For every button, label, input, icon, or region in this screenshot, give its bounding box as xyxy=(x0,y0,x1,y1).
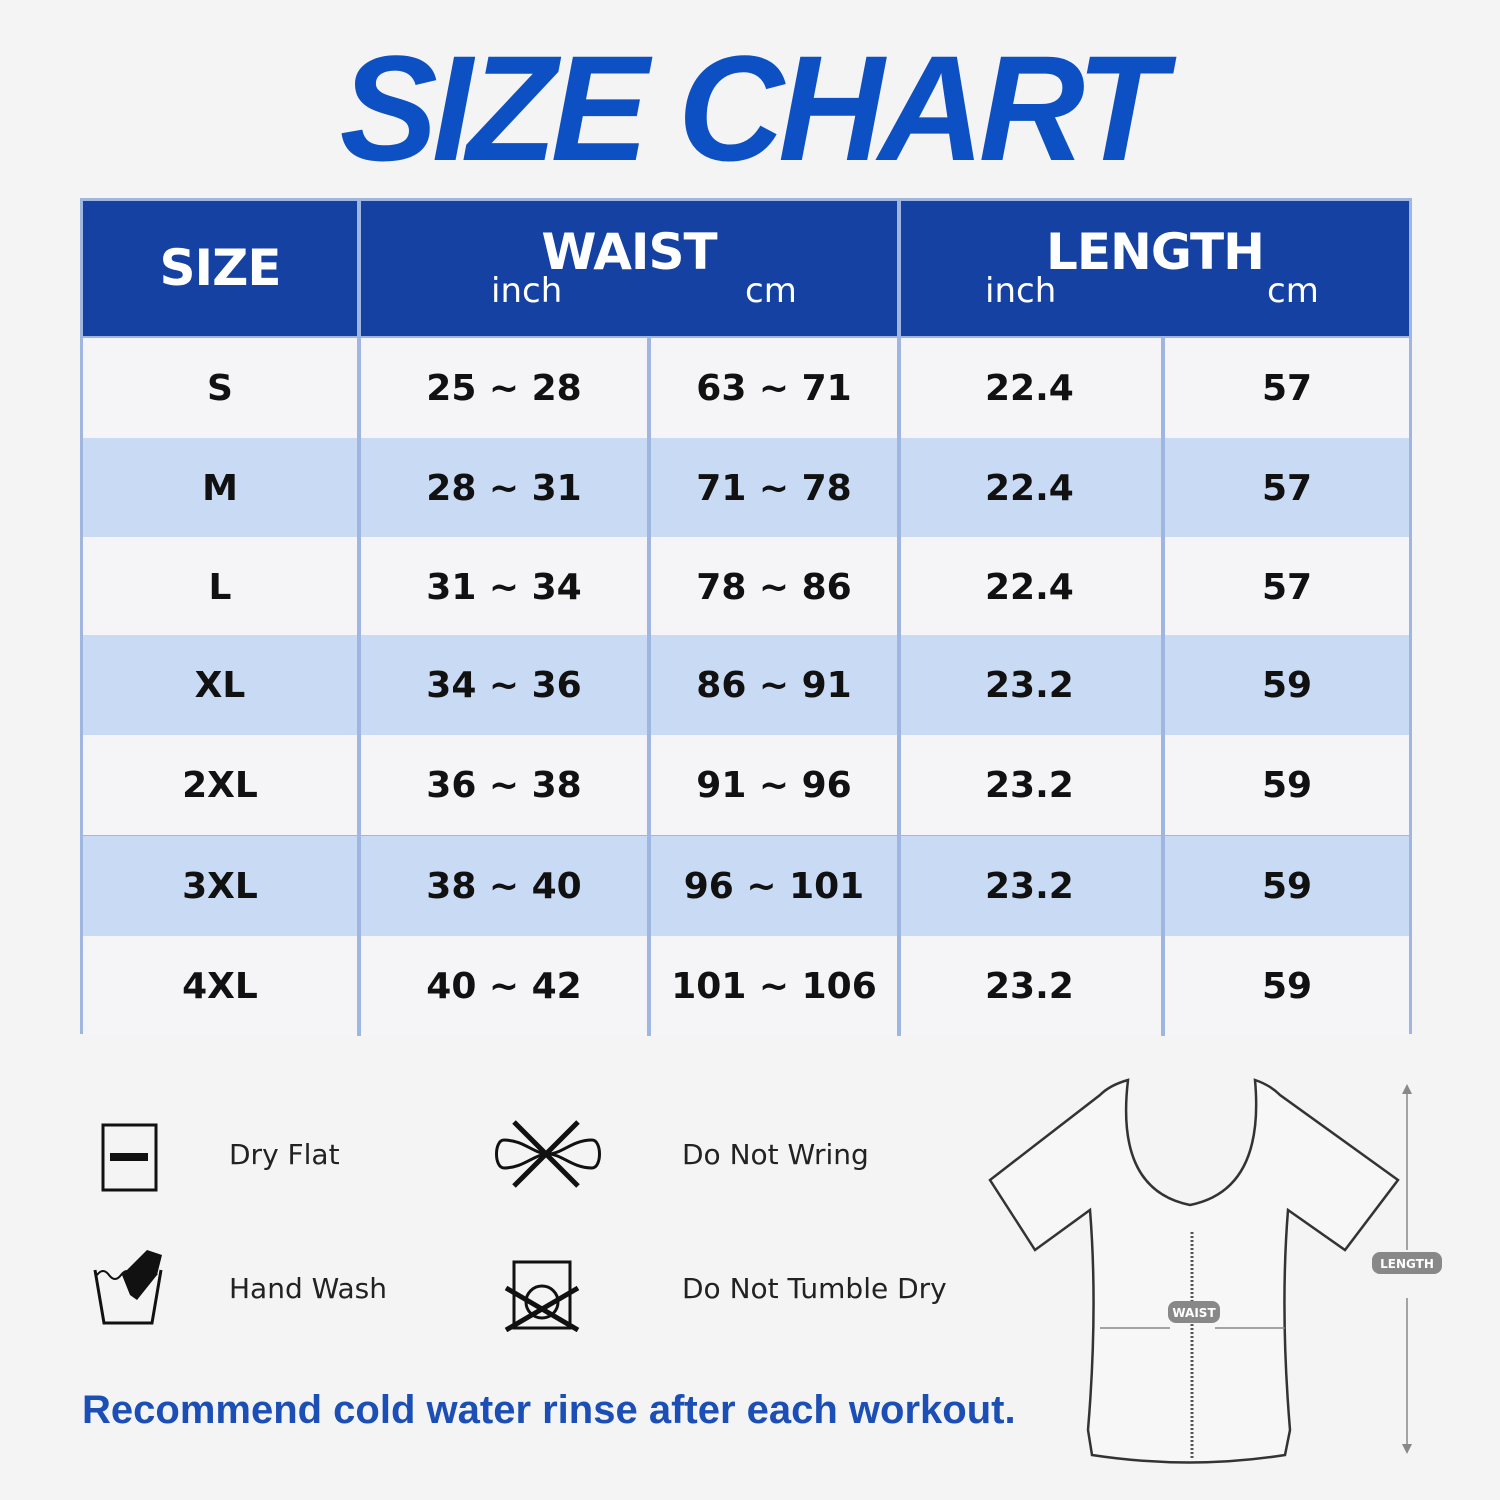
do-not-wring-icon xyxy=(495,1120,601,1188)
column-divider xyxy=(357,635,361,735)
column-divider xyxy=(897,338,901,438)
column-divider xyxy=(897,438,901,538)
column-divider xyxy=(647,836,651,936)
cell-waist-cm: 86 ~ 91 xyxy=(696,664,852,706)
page-title: SIZE CHART xyxy=(339,24,1166,192)
cell-waist-cm: 91 ~ 96 xyxy=(696,764,852,806)
cell-length-cm: 59 xyxy=(1261,865,1313,907)
cell-length-in: 22.4 xyxy=(985,566,1074,608)
cell-waist-in: 36 ~ 38 xyxy=(426,764,582,806)
header-waist: WAIST inch cm xyxy=(361,201,897,336)
cell-length-cm: 59 xyxy=(1261,664,1313,706)
cell-length-in: 23.2 xyxy=(985,764,1074,806)
column-divider xyxy=(1161,338,1165,438)
table-row: 2XL 36 ~ 38 91 ~ 96 23.2 59 xyxy=(83,735,1409,835)
column-divider xyxy=(1161,438,1165,538)
cell-waist-cm: 96 ~ 101 xyxy=(683,865,865,907)
cell-length-cm: 59 xyxy=(1261,965,1313,1007)
table-row: L 31 ~ 34 78 ~ 86 22.4 57 xyxy=(83,537,1409,637)
table-row: 4XL 40 ~ 42 101 ~ 106 23.2 59 xyxy=(83,936,1409,1036)
column-divider xyxy=(357,936,361,1036)
waist-cm-label: cm xyxy=(745,271,797,311)
header-waist-label: WAIST xyxy=(541,223,717,281)
column-divider xyxy=(647,438,651,538)
cell-length-in: 22.4 xyxy=(985,367,1074,409)
do-not-tumble-dry-icon xyxy=(504,1260,580,1332)
column-divider xyxy=(1161,735,1165,835)
header-size: SIZE xyxy=(83,201,357,336)
care-label: Do Not Wring xyxy=(682,1138,869,1171)
care-label: Do Not Tumble Dry xyxy=(682,1272,947,1305)
column-divider xyxy=(647,635,651,735)
cell-waist-in: 34 ~ 36 xyxy=(426,664,582,706)
column-divider xyxy=(357,836,361,936)
cell-length-cm: 57 xyxy=(1261,566,1313,608)
cell-waist-in: 38 ~ 40 xyxy=(426,865,582,907)
cell-length-in: 23.2 xyxy=(985,865,1074,907)
column-divider xyxy=(357,438,361,538)
cell-size: S xyxy=(207,367,233,409)
column-divider xyxy=(357,735,361,835)
length-label: LENGTH xyxy=(1380,1257,1434,1271)
column-divider xyxy=(357,338,361,438)
cell-waist-cm: 101 ~ 106 xyxy=(671,965,877,1007)
cell-size: 3XL xyxy=(182,865,258,907)
cell-size: 4XL xyxy=(182,965,258,1007)
cell-length-in: 23.2 xyxy=(985,965,1074,1007)
column-divider xyxy=(897,635,901,735)
column-divider xyxy=(647,338,651,438)
column-divider xyxy=(1161,936,1165,1036)
garment-diagram: WAIST LENGTH xyxy=(988,1078,1442,1464)
waist-label: WAIST xyxy=(1172,1306,1216,1320)
header-length: LENGTH inch cm xyxy=(901,201,1409,336)
column-divider xyxy=(357,537,361,637)
column-divider xyxy=(1161,836,1165,936)
column-divider xyxy=(647,537,651,637)
cell-length-cm: 59 xyxy=(1261,764,1313,806)
cell-size: XL xyxy=(194,664,246,706)
cell-length-cm: 57 xyxy=(1261,467,1313,509)
cell-length-in: 23.2 xyxy=(985,664,1074,706)
cell-waist-cm: 71 ~ 78 xyxy=(696,467,852,509)
table-row: M 28 ~ 31 71 ~ 78 22.4 57 xyxy=(83,438,1409,538)
column-divider xyxy=(1161,537,1165,637)
cell-waist-in: 40 ~ 42 xyxy=(426,965,582,1007)
table-row: S 25 ~ 28 63 ~ 71 22.4 57 xyxy=(83,338,1409,438)
cell-waist-in: 25 ~ 28 xyxy=(426,367,582,409)
column-divider xyxy=(647,936,651,1036)
cell-waist-in: 31 ~ 34 xyxy=(426,566,582,608)
waist-inch-label: inch xyxy=(491,271,563,311)
table-row: XL 34 ~ 36 86 ~ 91 23.2 59 xyxy=(83,635,1409,735)
column-divider xyxy=(1161,635,1165,735)
cell-size: 2XL xyxy=(182,764,258,806)
length-inch-label: inch xyxy=(985,271,1057,311)
length-cm-label: cm xyxy=(1267,271,1319,311)
cell-waist-cm: 78 ~ 86 xyxy=(696,566,852,608)
table-row: 3XL 38 ~ 40 96 ~ 101 23.2 59 xyxy=(83,836,1409,936)
column-divider xyxy=(897,836,901,936)
column-divider xyxy=(897,936,901,1036)
column-divider xyxy=(897,735,901,835)
column-divider xyxy=(647,735,651,835)
hand-wash-icon xyxy=(93,1250,163,1325)
cell-waist-cm: 63 ~ 71 xyxy=(696,367,852,409)
size-table: SIZE WAIST inch cm LENGTH inch cm S 25 ~ … xyxy=(80,198,1412,1036)
header-size-label: SIZE xyxy=(159,239,281,297)
cell-length-in: 22.4 xyxy=(985,467,1074,509)
cell-size: M xyxy=(202,467,238,509)
cell-length-cm: 57 xyxy=(1261,367,1313,409)
care-note: Recommend cold water rinse after each wo… xyxy=(82,1388,1016,1432)
care-label: Dry Flat xyxy=(229,1138,340,1171)
dry-flat-icon xyxy=(101,1123,158,1192)
header-length-label: LENGTH xyxy=(1046,223,1265,281)
cell-size: L xyxy=(208,566,232,608)
cell-waist-in: 28 ~ 31 xyxy=(426,467,582,509)
care-label: Hand Wash xyxy=(229,1272,388,1305)
column-divider xyxy=(897,537,901,637)
